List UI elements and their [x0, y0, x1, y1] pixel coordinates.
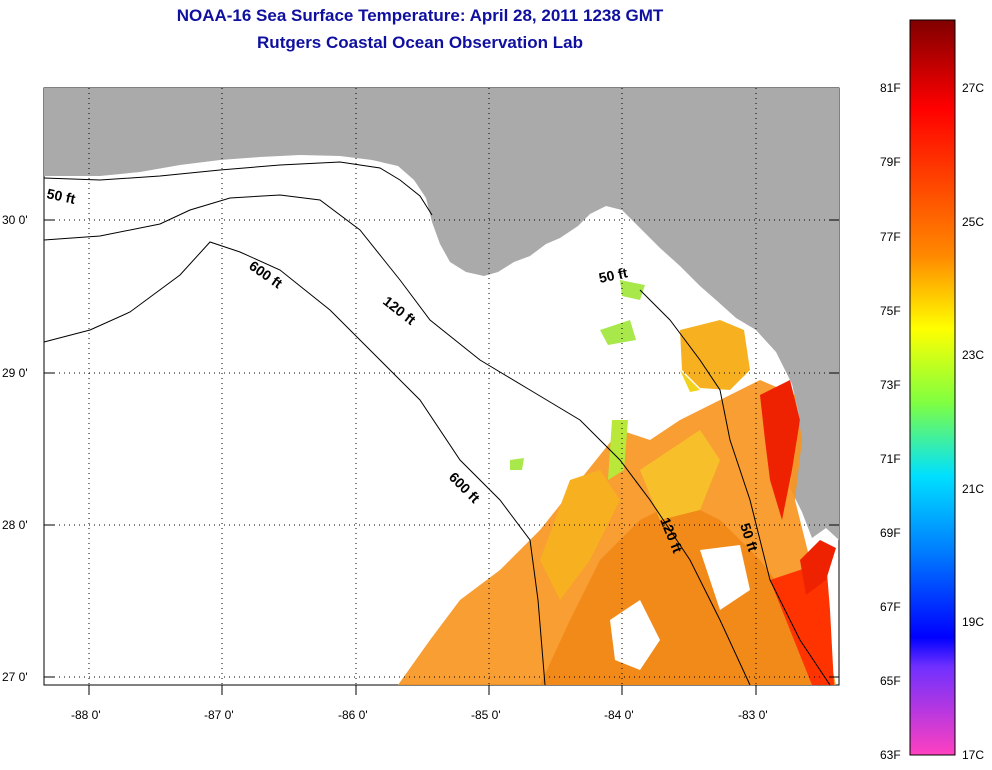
- lat-label: 28 0': [2, 518, 28, 532]
- colorbar-c-label: 23C: [962, 348, 985, 362]
- land-mass: [44, 88, 839, 540]
- lon-label: -88 0': [71, 708, 101, 722]
- colorbar-c-label: 21C: [962, 482, 985, 496]
- colorbar-f-label: 77F: [880, 230, 901, 244]
- colorbar-f-label: 73F: [880, 378, 901, 392]
- colorbar-f-label: 75F: [880, 304, 901, 318]
- map-subtitle: Rutgers Coastal Ocean Observation Lab: [257, 33, 583, 52]
- contour-label: 50 ft: [597, 264, 629, 286]
- lon-label: -87 0': [204, 708, 234, 722]
- colorbar-f-label: 69F: [880, 526, 901, 540]
- colorbar-c-label: 17C: [962, 748, 985, 762]
- lon-label: -85 0': [471, 708, 501, 722]
- map-title: NOAA-16 Sea Surface Temperature: April 2…: [176, 6, 664, 25]
- colorbar-c-label: 25C: [962, 215, 985, 229]
- colorbar-f-label: 63F: [880, 748, 901, 762]
- lat-label: 29 0': [2, 366, 28, 380]
- colorbar-f-label: 67F: [880, 600, 901, 614]
- lat-label: 30 0': [2, 213, 28, 227]
- contour-label: 50 ft: [45, 185, 77, 207]
- colorbar: [909, 19, 956, 756]
- colorbar-c-label: 19C: [962, 615, 985, 629]
- lon-label: -83 0': [738, 708, 768, 722]
- lon-label: -86 0': [338, 708, 368, 722]
- colorbar-f-label: 81F: [880, 81, 901, 95]
- colorbar-f-label: 65F: [880, 674, 901, 688]
- lat-label: 27 0': [2, 670, 28, 684]
- lon-label: -84 0': [604, 708, 634, 722]
- colorbar-f-label: 71F: [880, 452, 901, 466]
- colorbar-c-label: 27C: [962, 81, 985, 95]
- colorbar-f-label: 79F: [880, 155, 901, 169]
